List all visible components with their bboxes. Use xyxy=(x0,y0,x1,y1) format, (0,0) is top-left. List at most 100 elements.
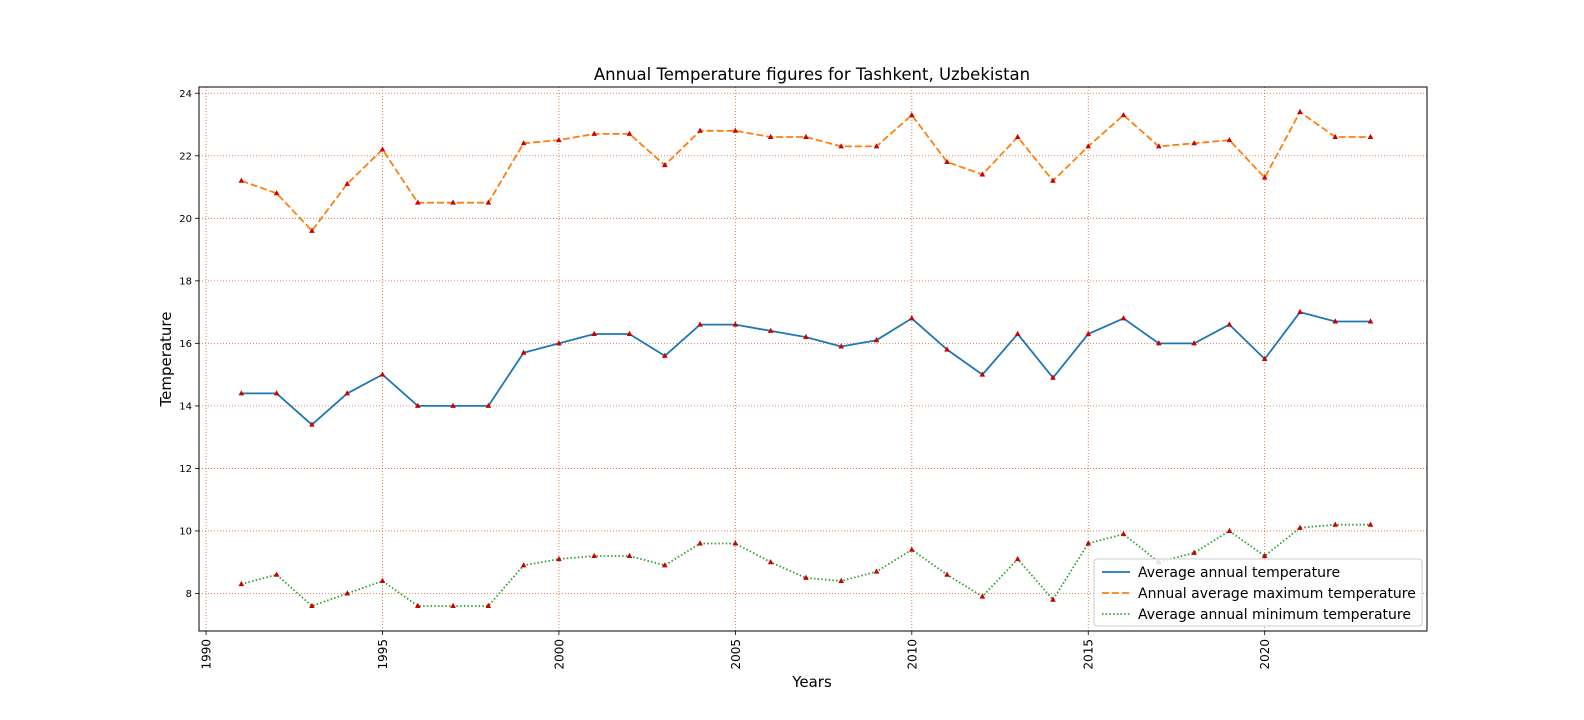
data-point-marker xyxy=(414,402,421,408)
data-point-marker xyxy=(1367,318,1374,324)
data-point-marker xyxy=(767,133,774,140)
data-point-marker xyxy=(1367,133,1374,140)
data-point-marker xyxy=(626,552,633,558)
data-point-marker xyxy=(1261,174,1268,180)
data-point-marker xyxy=(803,333,809,340)
data-point-marker xyxy=(873,568,880,574)
x-tick-label: 2005 xyxy=(729,639,743,670)
x-tick-label: 2020 xyxy=(1258,639,1272,670)
plot-frame xyxy=(198,86,1428,632)
data-point-marker xyxy=(1014,330,1021,336)
data-point-marker xyxy=(767,327,774,333)
data-point-marker xyxy=(1050,374,1056,380)
data-point-marker xyxy=(979,593,986,599)
series-2 xyxy=(238,108,1374,233)
data-point-marker xyxy=(803,133,809,140)
data-point-marker xyxy=(732,540,739,546)
data-point-marker xyxy=(838,143,845,149)
x-tick-label: 2015 xyxy=(1082,639,1096,670)
y-tick-label: 16 xyxy=(179,339,192,350)
data-point-marker xyxy=(1191,549,1197,555)
series-layer xyxy=(238,108,1374,608)
data-point-marker xyxy=(979,171,986,177)
data-point-marker xyxy=(1226,136,1233,143)
data-point-marker xyxy=(1191,340,1197,346)
data-point-marker xyxy=(697,540,703,546)
y-tick-label: 22 xyxy=(179,151,192,162)
data-point-marker xyxy=(1050,596,1056,602)
data-point-marker xyxy=(838,343,845,349)
series-line xyxy=(240,111,1371,232)
data-point-marker xyxy=(273,390,280,396)
data-point-marker xyxy=(520,562,527,568)
data-point-marker xyxy=(238,580,245,587)
chart-title: Annual Temperature figures for Tashkent,… xyxy=(594,65,1030,84)
data-point-marker xyxy=(1297,524,1303,530)
data-point-marker xyxy=(1191,140,1197,146)
data-point-marker xyxy=(909,546,915,552)
data-point-marker xyxy=(309,421,315,427)
legend-label: Average annual minimum temperature xyxy=(1138,607,1411,623)
data-point-marker xyxy=(520,349,527,355)
y-axis-label: Temperature xyxy=(157,311,175,407)
data-point-marker xyxy=(1332,318,1339,324)
data-point-marker xyxy=(1050,177,1056,183)
data-point-marker xyxy=(591,552,598,558)
data-point-marker xyxy=(1085,540,1092,546)
data-point-marker xyxy=(944,571,950,577)
x-tick-label: 1995 xyxy=(376,639,390,670)
data-point-marker xyxy=(1367,521,1374,527)
legend-box xyxy=(1093,558,1423,627)
data-point-marker xyxy=(803,574,809,580)
data-point-marker xyxy=(944,346,950,352)
data-point-marker xyxy=(591,330,598,336)
x-axis: 1990 1995 2000 2005 2010 2015 2020 xyxy=(200,631,1272,670)
y-tick-label: 10 xyxy=(179,526,192,537)
data-point-marker xyxy=(838,577,845,583)
data-point-marker xyxy=(1297,308,1303,315)
x-axis-label: Years xyxy=(791,673,832,691)
data-point-marker xyxy=(661,562,668,568)
data-point-marker xyxy=(520,140,527,146)
data-point-marker xyxy=(626,130,633,136)
data-point-marker xyxy=(450,402,456,408)
y-tick-label: 8 xyxy=(186,589,192,600)
data-point-marker xyxy=(556,340,562,346)
data-point-marker xyxy=(485,402,492,408)
x-tick-label: 2000 xyxy=(552,639,566,670)
data-point-marker xyxy=(485,602,492,608)
data-point-marker xyxy=(344,180,351,186)
data-point-marker xyxy=(450,602,456,608)
data-point-marker xyxy=(1261,552,1268,558)
data-point-marker xyxy=(732,127,739,133)
data-point-marker xyxy=(626,330,633,336)
data-point-marker xyxy=(1226,527,1233,533)
y-tick-label: 14 xyxy=(179,401,192,412)
data-point-marker xyxy=(414,199,421,205)
data-point-marker xyxy=(661,352,668,358)
data-point-marker xyxy=(1332,521,1339,527)
series-3 xyxy=(238,521,1374,608)
data-point-marker xyxy=(944,158,950,165)
legend: Average annual temperature Annual average… xyxy=(1093,558,1423,627)
series-1 xyxy=(238,308,1374,427)
data-point-marker xyxy=(1297,108,1303,115)
x-tick-label: 1990 xyxy=(200,639,214,670)
data-point-marker xyxy=(1085,330,1092,336)
data-point-marker xyxy=(344,390,351,396)
data-point-marker xyxy=(1014,555,1021,562)
y-tick-label: 12 xyxy=(179,464,192,475)
data-point-marker xyxy=(379,577,386,583)
data-point-marker xyxy=(1226,321,1233,327)
x-tick-label: 2010 xyxy=(905,639,919,670)
y-tick-label: 24 xyxy=(179,89,192,100)
data-point-marker xyxy=(1156,143,1162,149)
data-point-marker xyxy=(273,190,280,196)
data-point-marker xyxy=(379,146,386,152)
data-point-marker xyxy=(556,555,562,562)
data-point-marker xyxy=(485,199,492,205)
data-point-marker xyxy=(697,127,703,133)
data-point-marker xyxy=(238,177,245,183)
data-point-marker xyxy=(1261,355,1268,361)
